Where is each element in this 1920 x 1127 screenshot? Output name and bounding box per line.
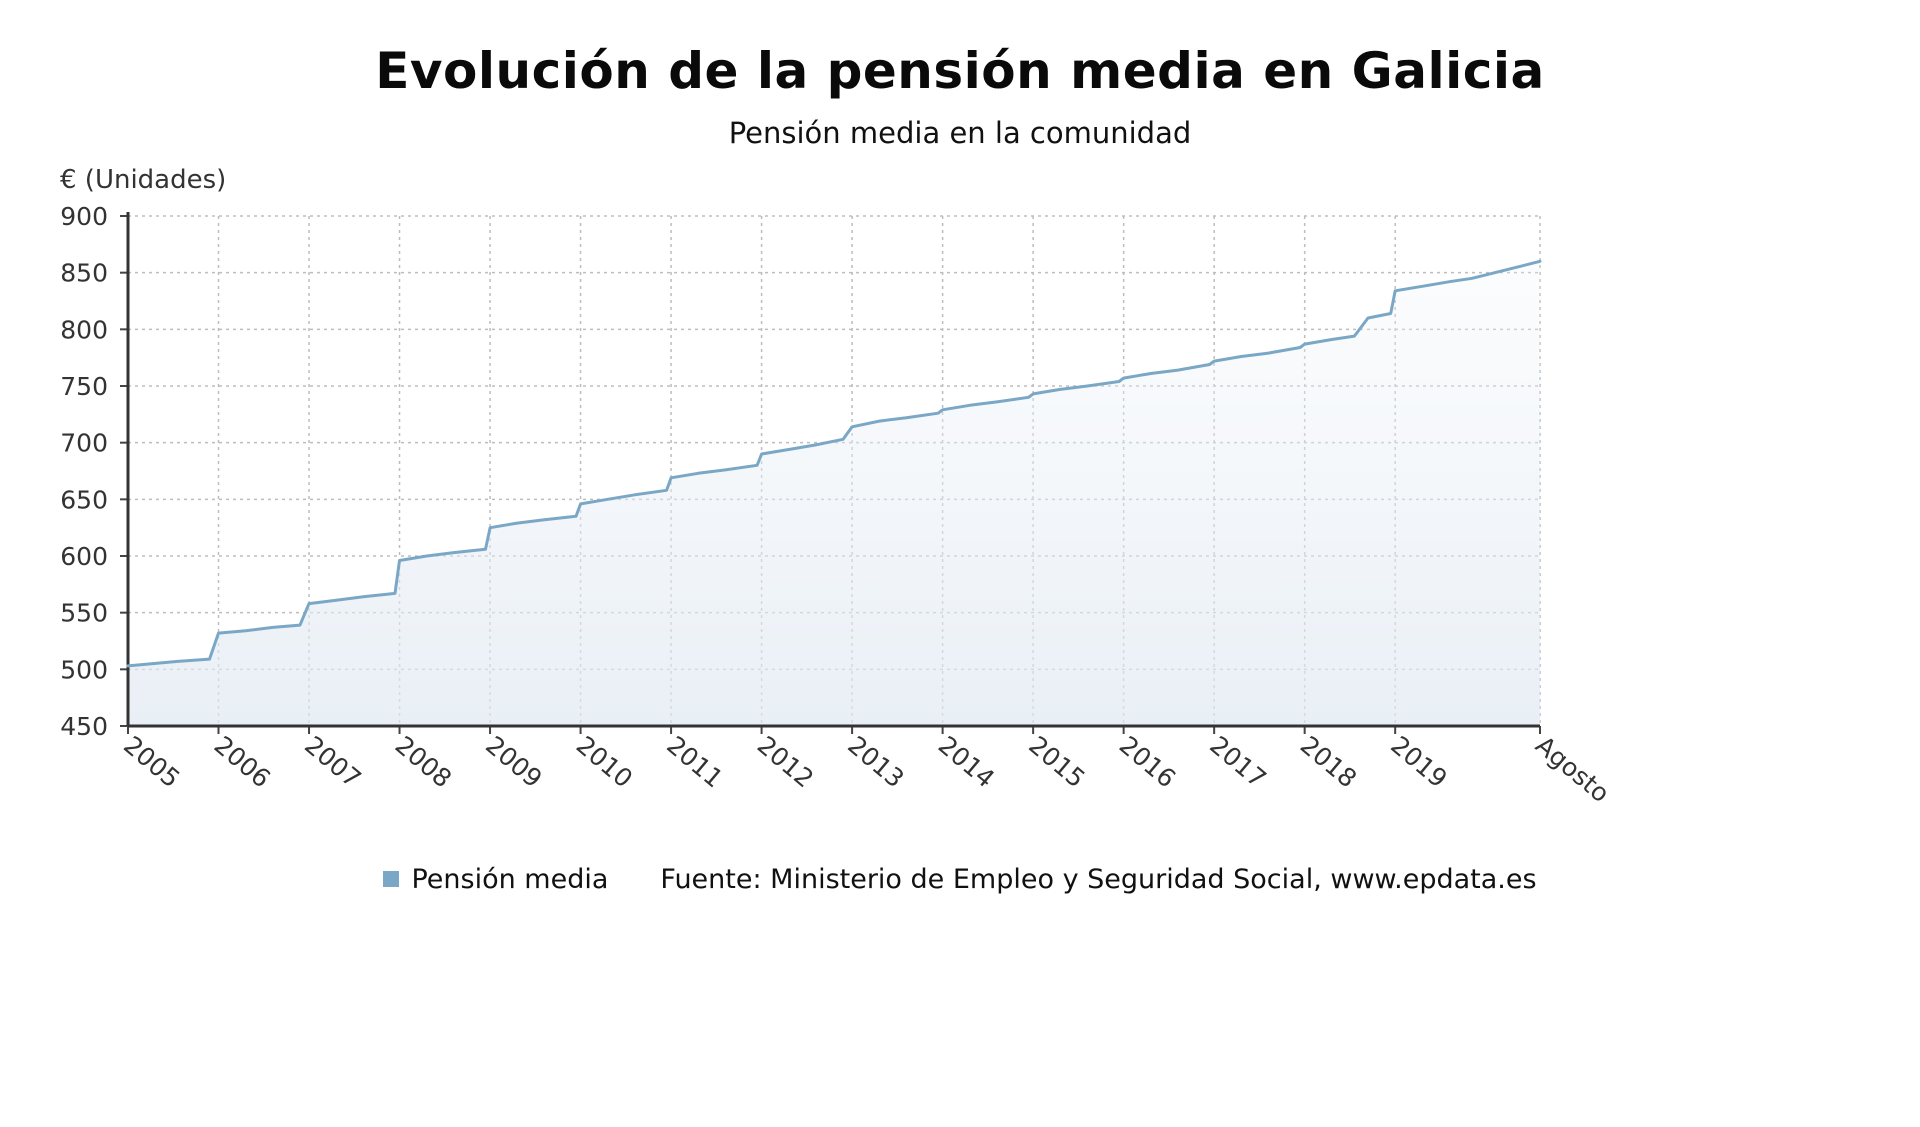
area-fill bbox=[128, 261, 1540, 726]
y-tick-label: 600 bbox=[60, 542, 108, 571]
x-tick-label: 2006 bbox=[209, 730, 276, 793]
y-tick-label: 500 bbox=[60, 655, 108, 684]
legend-series-label: Pensión media bbox=[411, 864, 609, 895]
y-tick-label: 850 bbox=[60, 259, 108, 288]
x-tick-label: 2018 bbox=[1295, 730, 1362, 793]
x-tick-label: 2017 bbox=[1204, 730, 1271, 793]
y-tick-label: 800 bbox=[60, 315, 108, 344]
y-axis-unit-label: € (Unidades) bbox=[60, 165, 227, 195]
legend: Pensión media Fuente: Ministerio de Emple… bbox=[0, 864, 1920, 895]
y-tick-label: 650 bbox=[60, 485, 108, 514]
x-tick-label: 2007 bbox=[299, 730, 366, 793]
x-tick-label: 2008 bbox=[390, 730, 457, 793]
legend-swatch bbox=[383, 871, 400, 887]
source-note: Fuente: Ministerio de Empleo y Seguridad… bbox=[660, 864, 1537, 895]
x-tick-label: 2012 bbox=[752, 730, 819, 793]
y-tick-label: 700 bbox=[60, 429, 108, 458]
x-tick-label: Agosto bbox=[1530, 730, 1615, 808]
y-tick-label: 750 bbox=[60, 372, 108, 401]
y-tick-label: 550 bbox=[60, 599, 108, 628]
x-tick-label: 2009 bbox=[480, 730, 547, 793]
y-axis-ticks: 450 500 550 600 650 700 750 800 850 900 bbox=[60, 202, 108, 741]
x-tick-label: 2013 bbox=[842, 730, 909, 793]
x-tick-label: 2014 bbox=[933, 730, 1000, 793]
chart-title: Evolución de la pensión media en Galicia bbox=[375, 42, 1545, 100]
x-axis-ticks: 2005 2006 2007 2008 2009 2010 2011 2012 2013 2014… bbox=[118, 730, 1615, 808]
x-tick-label: 2016 bbox=[1114, 730, 1181, 793]
chart-axes bbox=[120, 212, 1541, 734]
series-line bbox=[126, 259, 1542, 668]
series-area bbox=[128, 261, 1540, 726]
x-tick-label: 2010 bbox=[571, 730, 638, 793]
series-line-path bbox=[126, 259, 1542, 668]
y-tick-label: 900 bbox=[60, 202, 108, 231]
chart-subtitle: Pensión media en la comunidad bbox=[728, 116, 1192, 150]
x-tick-label: 2005 bbox=[118, 730, 185, 793]
x-tick-label: 2015 bbox=[1023, 730, 1090, 793]
x-tick-label: 2011 bbox=[661, 730, 728, 793]
x-tick-label: 2019 bbox=[1385, 730, 1452, 793]
y-tick-label: 450 bbox=[60, 712, 108, 741]
